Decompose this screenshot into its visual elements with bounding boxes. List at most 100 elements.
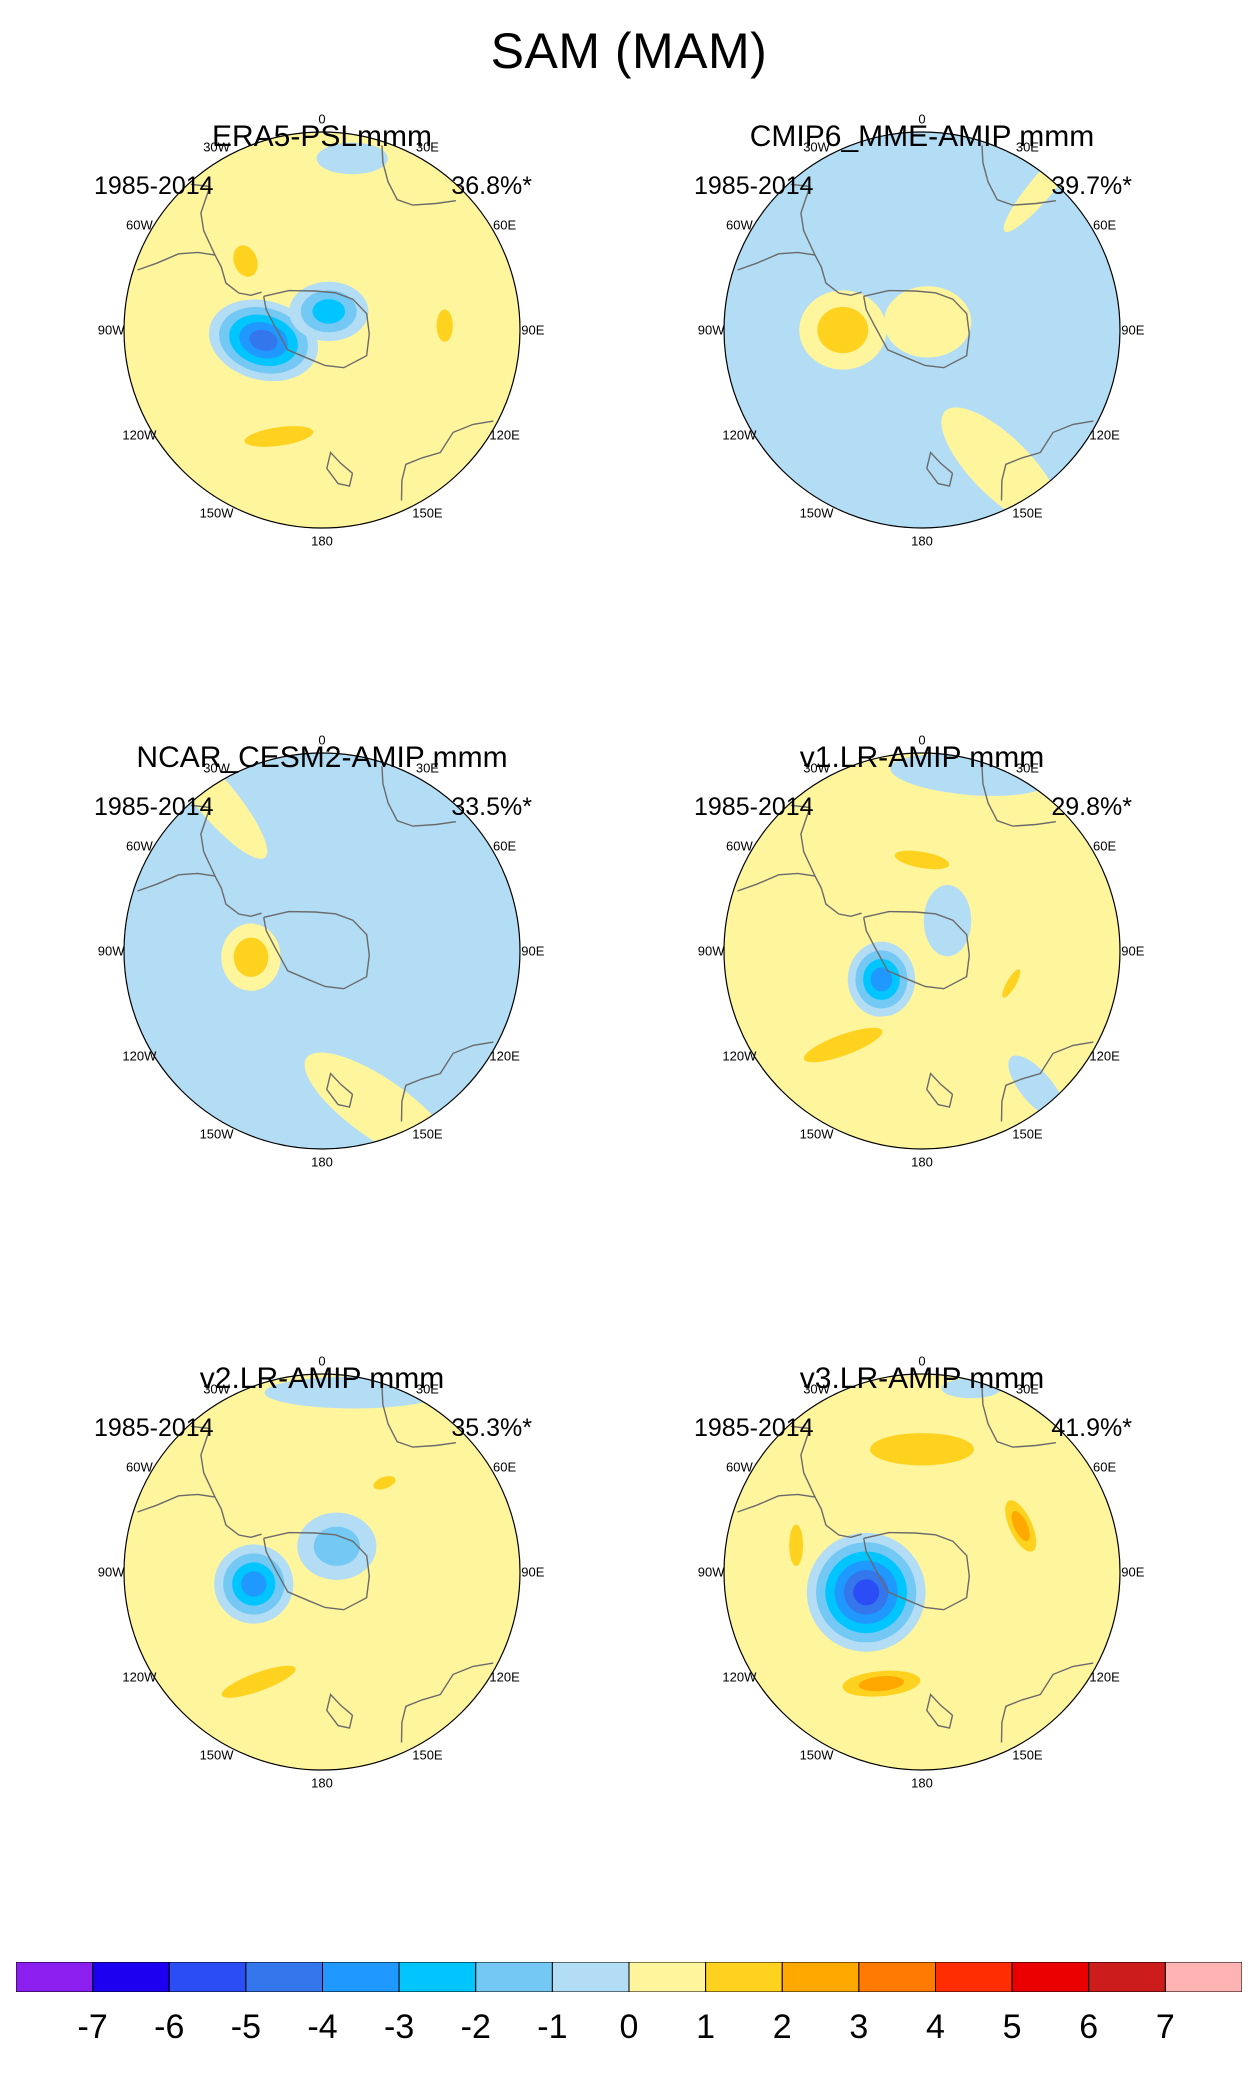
colorbar-tick-label: 5: [1002, 2008, 1022, 2046]
coastline: [863, 289, 971, 369]
panel-period: 1985-2014: [94, 1414, 214, 1442]
coastline: [326, 1693, 354, 1729]
coastline: [1000, 1662, 1094, 1743]
longitude-label: 30E: [415, 760, 439, 776]
map-boundary: [123, 131, 521, 529]
pressure-low-contour: [156, 986, 190, 1025]
colorbar-swatch: [628, 1962, 707, 1992]
colorbar-swatch: [475, 1962, 553, 1992]
map-field: [124, 132, 520, 528]
longitude-label: 120E: [1089, 1669, 1120, 1685]
longitude-label: 60W: [126, 217, 153, 233]
pressure-high-contour: [244, 426, 314, 447]
colorbar-tick-label: 3: [849, 2008, 869, 2046]
pressure-low-contour: [312, 299, 346, 324]
colorbar-tick-label: -4: [307, 2008, 338, 2046]
longitude-label: 30E: [1015, 139, 1039, 155]
longitude-label: 90W: [697, 943, 725, 959]
pressure-low-contour: [313, 1526, 360, 1566]
longitude-label: 120E: [489, 1669, 520, 1685]
longitude-label: 60W: [126, 838, 153, 854]
pressure-high-contour: [870, 1433, 974, 1466]
pressure-high-contour: [1011, 1510, 1030, 1542]
pressure-low-contour: [241, 1571, 267, 1597]
panel-variance: 33.5%*: [451, 793, 532, 821]
map-panel-era5: ERA5-PSLmmm 1985-2014 36.8%* 0 30E 60E 90E 1…: [22, 112, 622, 720]
panel-period: 1985-2014: [694, 1414, 814, 1442]
longitude-label: 120W: [122, 1048, 157, 1064]
pressure-low-contour: [316, 142, 388, 175]
coastline: [190, 804, 216, 877]
polar-map: [723, 752, 1121, 1150]
colorbar-tick-label: -5: [230, 2008, 261, 2046]
longitude-label: 120W: [122, 1669, 157, 1685]
map-panel-v2: v2.LR-AMIP mmm 1985-2014 35.3%* 0 30E 60E 9…: [22, 1354, 622, 1962]
map-boundary: [723, 752, 1121, 1150]
longitude-label: 120W: [722, 427, 757, 443]
panel-variance: 36.8%*: [451, 172, 532, 200]
longitude-label: 180: [311, 533, 333, 549]
colorbar-tick-label: 2: [772, 2008, 792, 2046]
panel-title: ERA5-PSLmmm: [211, 120, 433, 153]
coastline: [263, 289, 371, 369]
longitude-label: 150W: [199, 1747, 234, 1763]
colorbar-swatch: [781, 1962, 860, 1992]
colorbar-swatch: [705, 1962, 783, 1992]
colorbar-tick-label: 4: [926, 2008, 945, 2046]
pressure-high-contour: [373, 1476, 396, 1490]
longitude-label: 60E: [493, 838, 517, 854]
colorbar-swatch: [1088, 1962, 1166, 1992]
colorbar-swatch: [398, 1962, 477, 1992]
pressure-low-contour: [764, 394, 847, 430]
longitude-label: 60W: [726, 838, 753, 854]
map-boundary: [723, 131, 1121, 529]
colorbar-swatch: [245, 1962, 323, 1992]
colorbar-swatch: [858, 1962, 936, 1992]
longitude-label: 0: [918, 111, 926, 127]
coastline: [400, 420, 494, 501]
panel-title: v1.LR-AMIP mmm: [799, 741, 1045, 774]
polar-map: [123, 1373, 521, 1771]
coastline: [137, 251, 262, 297]
panel-title: v2.LR-AMIP mmm: [199, 1362, 445, 1395]
colorbar-tick-label: 6: [1079, 2008, 1099, 2046]
panel-variance: 35.3%*: [451, 1414, 532, 1442]
longitude-label: 30E: [1015, 1381, 1039, 1397]
longitude-label: 90E: [1121, 943, 1145, 959]
longitude-label: 180: [311, 1154, 333, 1170]
longitude-label: 180: [911, 1775, 933, 1791]
panel-variance: 41.9%*: [1051, 1414, 1132, 1442]
longitude-label: 60W: [126, 1459, 153, 1475]
longitude-label: 0: [918, 1353, 926, 1369]
colorbar-tick-label: 7: [1155, 2008, 1175, 2046]
longitude-label: 150W: [199, 505, 234, 521]
longitude-label: 120E: [489, 427, 520, 443]
coastline: [981, 1387, 1056, 1448]
longitude-label: 150E: [412, 505, 443, 521]
pressure-high-contour: [858, 1676, 905, 1692]
longitude-label: 120W: [722, 1048, 757, 1064]
longitude-label: 90W: [697, 322, 725, 338]
panel-period: 1985-2014: [94, 793, 214, 821]
coastline: [190, 1425, 216, 1498]
polar-map: [123, 131, 521, 529]
longitude-label: 120E: [1089, 1048, 1120, 1064]
coastline: [863, 910, 971, 990]
longitude-label: 30W: [203, 1381, 230, 1397]
coastline: [381, 1387, 456, 1448]
coastline: [190, 183, 216, 256]
polar-map: [123, 752, 521, 1150]
longitude-label: 30E: [415, 139, 439, 155]
longitude-label: 120E: [489, 1048, 520, 1064]
pressure-low-contour: [249, 329, 278, 351]
map-panel-v3: v3.LR-AMIP mmm 1985-2014 41.9%* 0 30E 60E 9…: [622, 1354, 1222, 1962]
longitude-label: 90W: [97, 943, 125, 959]
map-field: [724, 753, 1120, 1149]
panel-title: NCAR_CESM2-AMIP mmm: [136, 741, 508, 774]
coastline: [137, 1493, 262, 1539]
map-boundary: [123, 1373, 521, 1771]
polar-map: [723, 131, 1121, 529]
coastline: [263, 910, 371, 990]
colorbar-swatch: [935, 1962, 1013, 1992]
longitude-label: 60W: [726, 1459, 753, 1475]
